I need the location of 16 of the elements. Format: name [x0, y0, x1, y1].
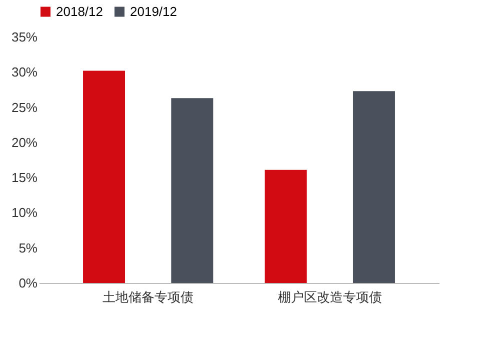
y-tick-label: 5% — [18, 240, 38, 256]
y-tick-label: 20% — [11, 134, 38, 150]
y-tick-label: 0% — [18, 276, 38, 290]
bar — [171, 98, 214, 283]
bar — [264, 170, 307, 283]
x-tick-label: 土地储备专项债 — [102, 290, 194, 304]
y-tick-label: 25% — [11, 100, 38, 115]
y-tick-label: 15% — [11, 170, 38, 186]
y-tick-label: 30% — [11, 64, 38, 80]
x-tick-label: 棚户区改造专项债 — [278, 290, 382, 304]
y-tick-label: 35% — [11, 30, 38, 44]
bar — [352, 91, 395, 283]
bar — [83, 70, 126, 283]
y-tick-label: 10% — [11, 205, 38, 220]
legend-label: 2019/12 — [130, 4, 177, 19]
legend-label: 2018/12 — [56, 4, 103, 19]
